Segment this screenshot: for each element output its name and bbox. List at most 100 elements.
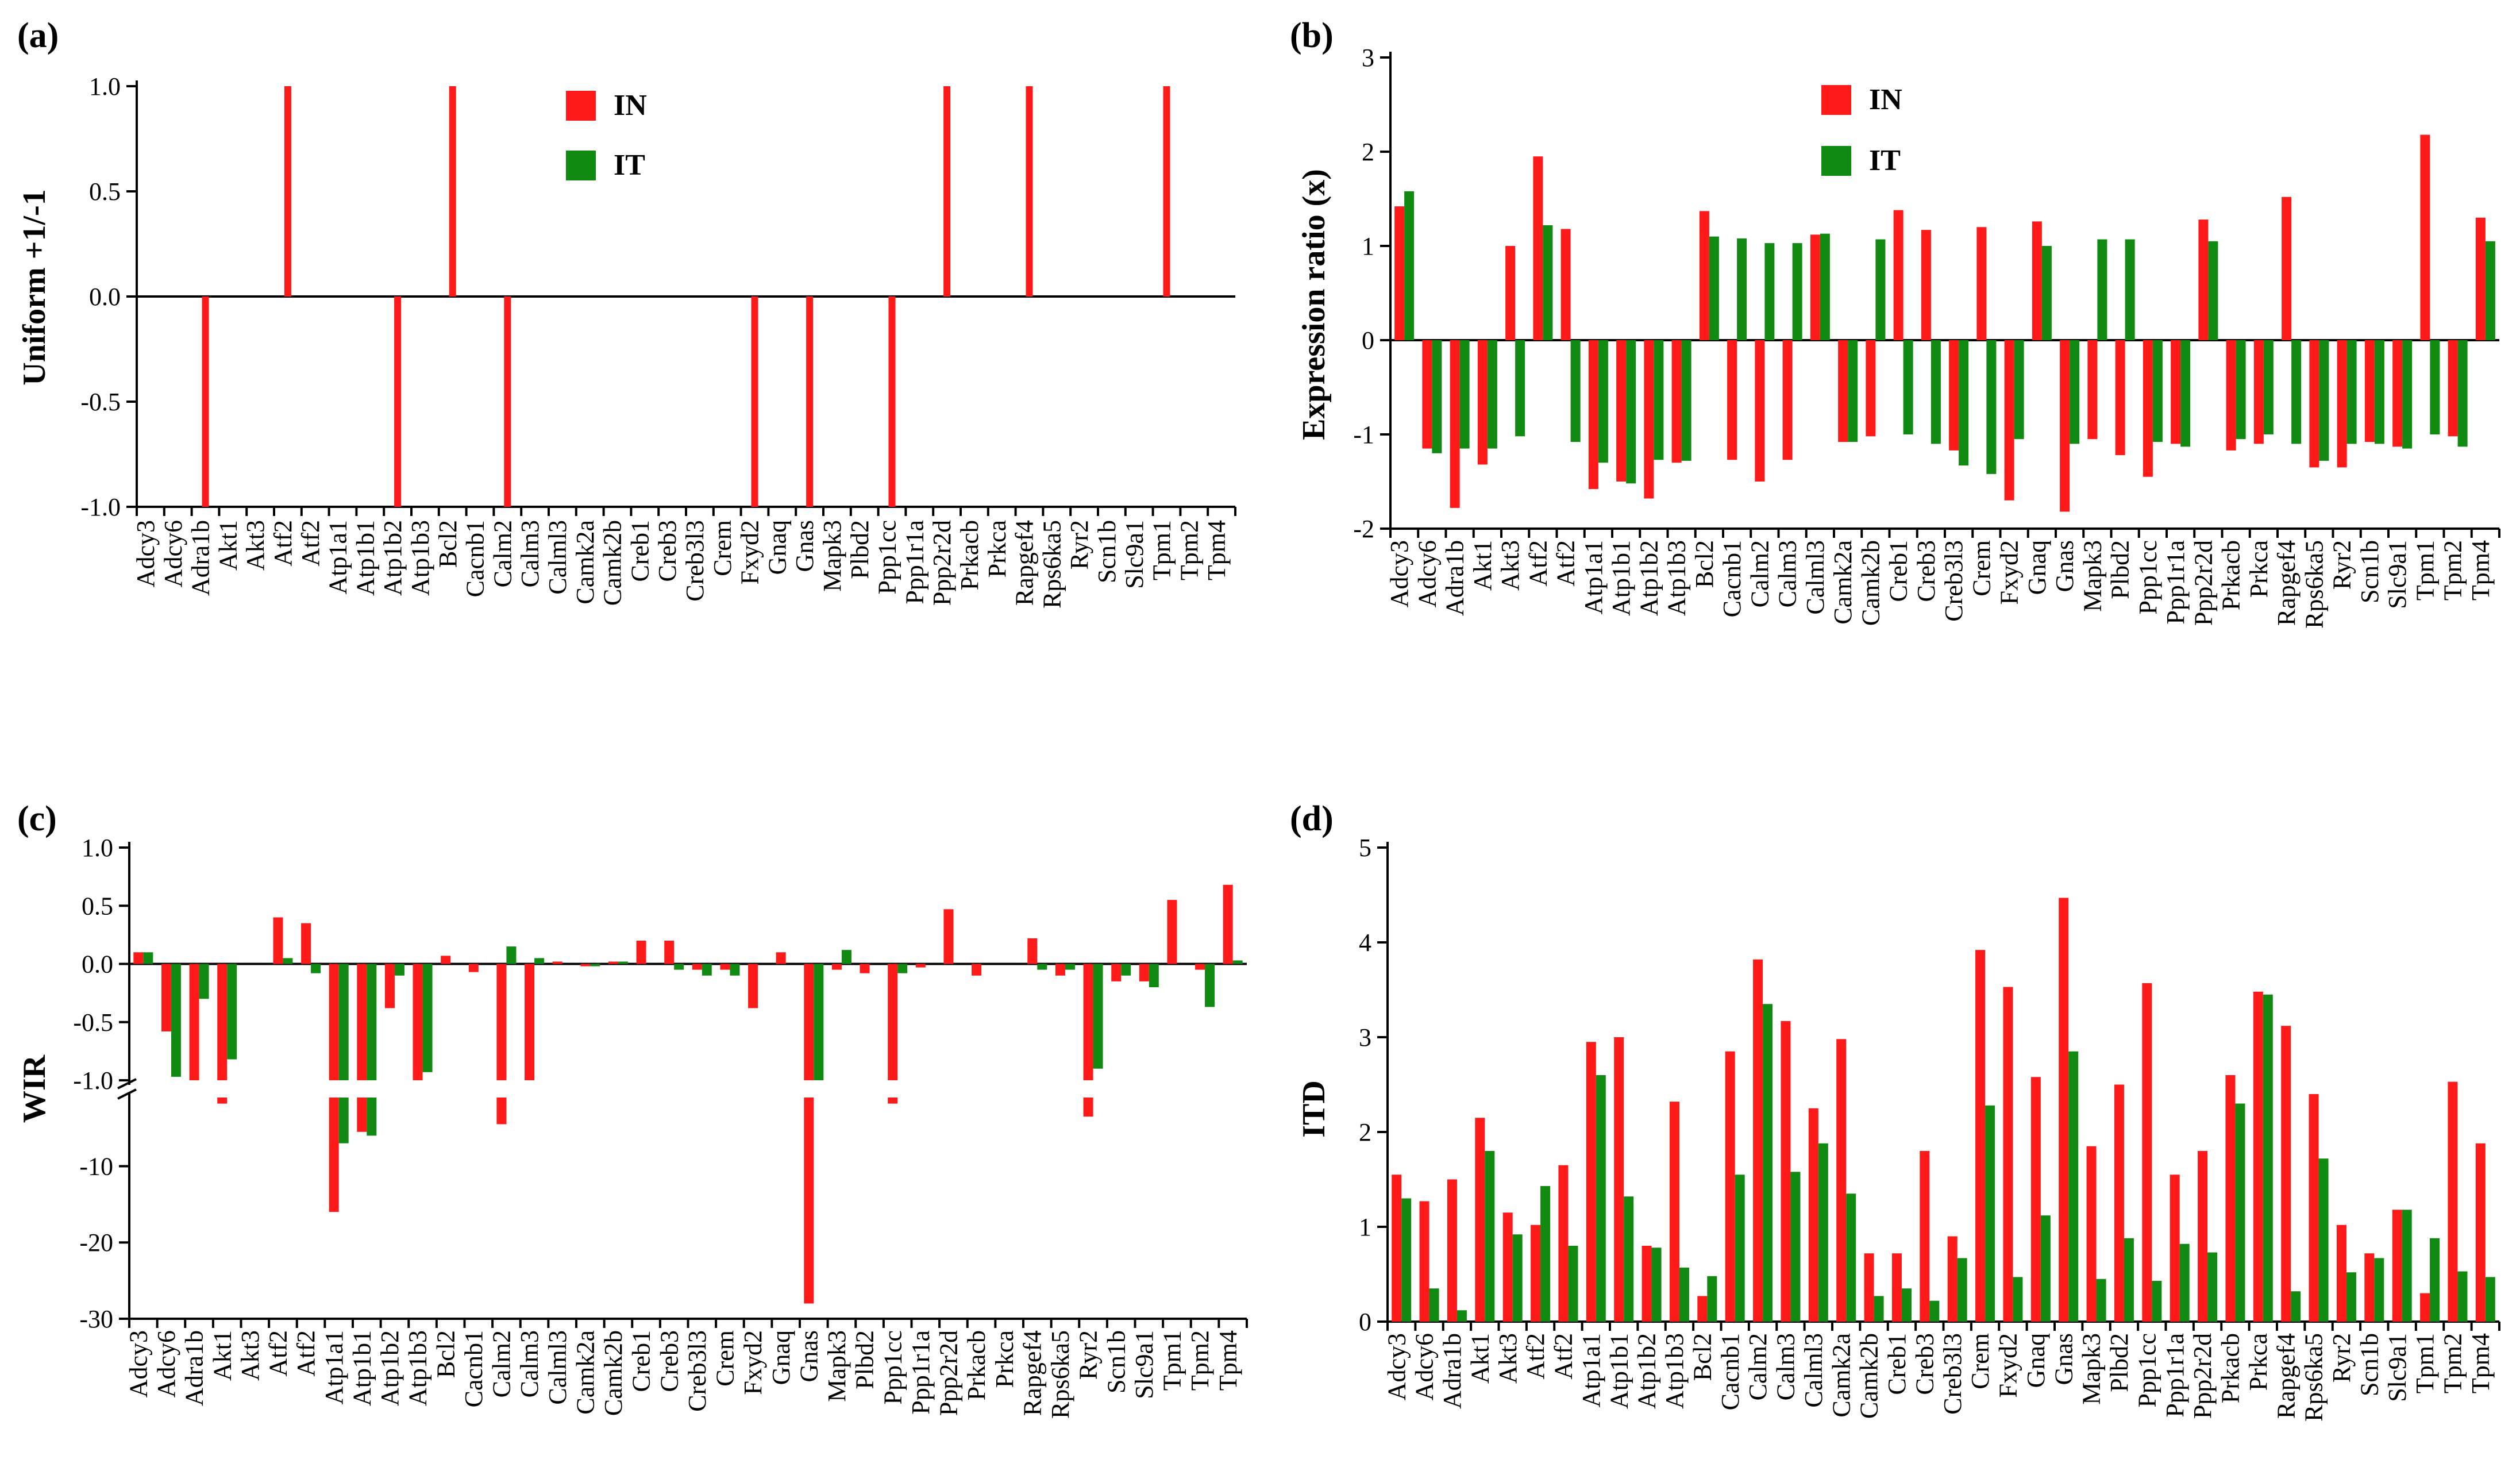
bar-b-IT-Fxyd2-22 <box>2014 340 2024 440</box>
x-tick-label-a-10: Atp1b3 <box>406 520 434 596</box>
bar-d-IN-Creb1-18 <box>1891 1253 1902 1322</box>
x-tick-label-b-29: Ppp2r2d <box>2189 540 2217 626</box>
x-tick-label-d-15: Calml3 <box>1800 1333 1828 1408</box>
bar-b-IN-Tpm2-38 <box>2448 340 2458 437</box>
bar-c-IN-Bcl2-11 <box>441 956 451 964</box>
bar-d-IN-Bcl2-11 <box>1697 1296 1708 1322</box>
bar-b-IN-Atf2-5 <box>1533 156 1543 340</box>
x-tick-label-d-5: Atf2 <box>1521 1333 1550 1380</box>
bar-c-IN-Rapgef4-32 <box>1027 938 1038 964</box>
x-tick-label-d-27: Ppp1cc <box>2133 1333 2161 1408</box>
bar-d-IT-Tpm1-37 <box>2430 1238 2440 1322</box>
y-tick-label-d-2: 3 <box>1359 1023 1371 1052</box>
bar-c-IN-Adcy6-1 <box>161 964 171 1031</box>
bar-d-IN-Atp1b2-9 <box>1642 1246 1652 1322</box>
bar-b-IN-Atp1b3-10 <box>1671 340 1682 463</box>
x-tick-label-b-21: Crem <box>1967 540 1995 596</box>
bar-c-IN-Atf2-5 <box>273 917 283 964</box>
x-tick-label-d-21: Crem <box>1966 1333 1994 1389</box>
bar-b-IT-Akt3-4 <box>1515 340 1525 437</box>
x-tick-label-a-0: Adcy3 <box>132 520 160 587</box>
x-tick-label-c-7: Atp1a1 <box>320 1330 348 1405</box>
bar-b-IT-Calm2-13 <box>1764 243 1775 340</box>
x-tick-label-d-0: Adcy3 <box>1382 1333 1411 1400</box>
x-tick-label-d-2: Adra1b <box>1438 1333 1466 1409</box>
bar-c-IT-Atp1b2-9 <box>394 964 404 976</box>
x-tick-label-b-36: Slc9a1 <box>2383 540 2411 609</box>
bar-d-IN-Tpm2-38 <box>2448 1081 2458 1322</box>
x-tick-label-c-9: Atp1b2 <box>376 1330 404 1406</box>
x-tick-label-d-28: Ppp1r1a <box>2161 1333 2189 1418</box>
bar-d-IT-Camk2a-16 <box>1846 1193 1856 1322</box>
x-tick-label-c-28: Ppp1r1a <box>907 1330 935 1415</box>
x-tick-label-c-32: Rapgef4 <box>1018 1330 1046 1416</box>
legend-swatch-in-b <box>1821 85 1851 115</box>
x-tick-label-a-17: Camk2b <box>599 520 627 606</box>
x-tick-label-b-26: Plbd2 <box>2106 540 2134 599</box>
x-tick-label-b-13: Calm2 <box>1745 540 1774 607</box>
bar-c-IT-Calm3-14 <box>534 958 545 964</box>
bar-b-IT-Gnaq-23 <box>2041 246 2052 340</box>
x-tick-label-c-20: Creb3l3 <box>683 1330 711 1412</box>
bar-d-IT-Ppp1r1a-28 <box>2179 1243 2190 1322</box>
bar-b-IT-Tpm4-39 <box>2485 241 2495 340</box>
x-tick-label-b-4: Akt3 <box>1496 540 1524 591</box>
bar-c-IN-Tpm1-37 <box>1167 900 1177 964</box>
bar-d-IT-Rps6ka5-33 <box>2318 1158 2329 1322</box>
x-tick-label-d-31: Prkca <box>2244 1333 2272 1391</box>
bar-d-IT-Cacnb1-12 <box>1735 1175 1745 1322</box>
y-axis-label-c: WIR <box>17 1054 52 1123</box>
bar-d-IT-Calm2-13 <box>1763 1004 1773 1322</box>
bar-d-IN-Atp1b3-10 <box>1669 1102 1679 1322</box>
bar-b-IT-Scn1b-35 <box>2374 340 2384 444</box>
bar-b-IT-Creb1-18 <box>1903 340 1913 434</box>
x-tick-label-a-23: Gnaq <box>763 520 791 575</box>
x-tick-label-c-31: Prkca <box>991 1330 1019 1388</box>
bar-b-IT-Atp1a1-7 <box>1598 340 1608 463</box>
bar-b-IT-Atf2-5 <box>1543 225 1553 340</box>
y-tick-label-d-1: 4 <box>1359 929 1371 957</box>
bar-b-IN-Rapgef4-32 <box>2282 197 2292 340</box>
bar-b-IN-Akt1-3 <box>1477 340 1488 465</box>
bar-c-IT-Camk2b-17 <box>618 961 628 964</box>
y-tick-label-c-0: 1.0 <box>82 834 113 862</box>
x-tick-label-a-5: Atf2 <box>269 520 297 567</box>
x-tick-label-b-37: Tpm1 <box>2411 540 2439 600</box>
x-tick-label-d-3: Akt1 <box>1466 1333 1494 1384</box>
x-tick-label-d-36: Slc9a1 <box>2383 1333 2411 1402</box>
bar-b-IN-Slc9a1-36 <box>2392 340 2403 447</box>
bar-b-IN-Akt3-4 <box>1505 246 1516 340</box>
bar-d-IT-Adcy6-1 <box>1429 1288 1439 1322</box>
y-tick-label-a-2: 0.0 <box>89 283 121 311</box>
bar-c-IT-Atp1b3-10 <box>422 964 433 1072</box>
bar-c-IN-Tpm2-38 <box>1195 964 1205 970</box>
bar-c-IN-Atp1b2-9 <box>384 964 395 1008</box>
x-tick-label-d-29: Ppp2r2d <box>2188 1333 2217 1419</box>
bar-b-IT-Tpm2-38 <box>2457 340 2468 447</box>
bar-b-IN-Scn1b-35 <box>2364 340 2375 442</box>
bar-a-IN-Rapgef4-32 <box>1026 86 1033 297</box>
bar-d-IT-Atf2-5 <box>1540 1186 1551 1322</box>
bar-b-IT-Bcl2-11 <box>1709 236 1719 340</box>
x-tick-label-a-15: Calml3 <box>544 520 572 595</box>
bar-c-IN-Camk2a-16 <box>580 964 591 967</box>
x-tick-label-c-16: Camk2a <box>571 1330 599 1415</box>
bar-b-IN-Fxyd2-22 <box>2004 340 2014 500</box>
bar-c-IN-Atf2-6 <box>301 923 311 964</box>
bar-b-IT-Prkca-31 <box>2263 340 2274 434</box>
bar-c-IN-Creb3l3-20 <box>692 964 702 970</box>
x-tick-label-a-31: Prkca <box>983 520 1011 577</box>
x-tick-label-c-27: Ppp1cc <box>878 1330 907 1405</box>
x-tick-label-a-8: Atp1b1 <box>351 520 379 596</box>
x-tick-label-a-2: Adra1b <box>187 520 215 596</box>
x-tick-label-c-10: Atp1b3 <box>404 1330 432 1406</box>
x-tick-label-c-33: Rps6ka5 <box>1046 1330 1074 1419</box>
bar-b-IN-Gnaq-23 <box>2032 221 2042 340</box>
y-tick-label-a-0: 1.0 <box>89 72 121 101</box>
x-tick-label-c-38: Tpm2 <box>1186 1330 1214 1391</box>
bar-d-IN-Creb3l3-20 <box>1947 1236 1958 1322</box>
bar-b-IT-Ryr2-34 <box>2346 340 2357 444</box>
bar-c-IN-Atp1a1-7-lower <box>329 1098 339 1212</box>
x-tick-label-a-20: Creb3l3 <box>681 520 709 602</box>
x-tick-label-c-25: Mapk3 <box>823 1330 851 1402</box>
